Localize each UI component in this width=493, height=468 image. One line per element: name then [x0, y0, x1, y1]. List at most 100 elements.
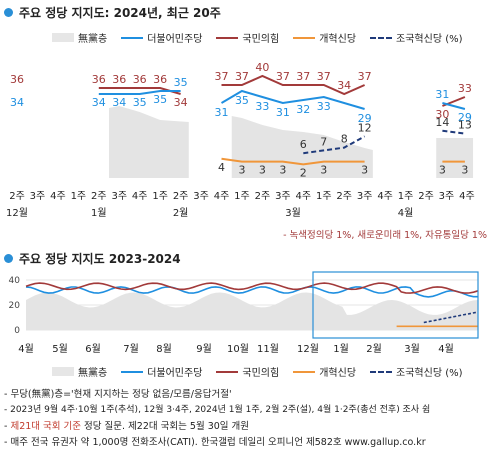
x-week-label: 4주 [459, 191, 475, 202]
y-tick-label: 20 [9, 301, 21, 311]
other-parties-note: - 녹색정의당 1%, 새로운미래 1%, 자유통일당 1% [283, 230, 487, 241]
reform-line [221, 157, 365, 166]
ppp-label: 40 [255, 61, 269, 74]
dem-label: 29 [458, 111, 472, 124]
reform-label: 3 [361, 164, 368, 177]
ppp-label: 33 [458, 82, 472, 95]
ppp-label: 37 [235, 70, 249, 83]
top-chart-title: 주요 정당 지지도: 2024년, 최근 20주 [4, 4, 221, 21]
y-tick-label: 40 [9, 276, 21, 286]
recent-period-box [312, 271, 479, 339]
legend-mudang-swatch [52, 367, 74, 376]
dem-label: 33 [255, 100, 269, 113]
ppp-label: 37 [358, 70, 372, 83]
legend-reform-swatch [293, 370, 316, 373]
legend-dem-swatch [121, 36, 144, 39]
dem-label: 29 [358, 112, 372, 125]
x-month-label: 3월 [404, 343, 420, 355]
x-week-label: 2주 [9, 191, 25, 202]
x-month-label: 2월 [173, 207, 189, 219]
ppp-label: 34 [337, 79, 351, 92]
footnote-highlight: 제21대 국회 기준 [10, 421, 82, 432]
x-week-label: 4주 [50, 191, 66, 202]
bottom-chart-title: 주요 정당 지지도 2023-2024 [4, 250, 181, 267]
reform-label: 3 [279, 164, 286, 177]
x-month-label: 9월 [196, 343, 212, 355]
y-tick-label: 0 [14, 326, 20, 336]
footnote-1: - 무당(無黨)층='현재 지지하는 정당 없음/모름/응답거절' [4, 389, 232, 400]
rebuild-line [303, 135, 366, 155]
legend-dem-swatch [121, 370, 144, 373]
legend-reform-swatch [293, 36, 316, 39]
ppp-line [221, 74, 366, 96]
x-week-label: 3주 [30, 191, 46, 202]
x-week-label: 3주 [439, 191, 455, 202]
dem-label: 34 [92, 96, 106, 109]
x-month-label: 5월 [52, 343, 68, 355]
ppp-label: 37 [317, 70, 331, 83]
ppp-label: 36 [112, 73, 126, 86]
rebuild-label: 7 [320, 135, 327, 148]
x-month-label: 10월 [227, 343, 249, 355]
dem-label: 34 [10, 96, 24, 109]
legend-rebuild-swatch [370, 370, 393, 373]
mudang-area-0 [109, 106, 189, 178]
x-week-label: 1주 [398, 191, 414, 202]
ppp-label: 37 [276, 70, 290, 83]
x-week-label: 2주 [173, 191, 189, 202]
ppp-label: 36 [153, 73, 167, 86]
footnote-2: - 2023년 9월 4주·10월 1주(추석), 12월 3·4주, 2024… [4, 405, 431, 415]
mudang-area [26, 292, 478, 330]
dem-label: 33 [317, 100, 331, 113]
ppp-label: 36 [10, 73, 24, 86]
x-month-label: 4월 [18, 343, 34, 355]
x-week-label: 4주 [377, 191, 393, 202]
x-week-label: 3주 [357, 191, 373, 202]
dem-label: 31 [276, 106, 290, 119]
x-week-label: 2주 [255, 191, 271, 202]
dem-label: 35 [153, 93, 167, 106]
reform-label: 3 [461, 164, 468, 177]
bottom-chart-title-text: 주요 정당 지지도 2023-2024 [19, 252, 181, 266]
rebuild-label: 12 [358, 121, 372, 134]
legend-dem: 더불어민주당 [121, 30, 202, 45]
x-week-label: 1주 [316, 191, 332, 202]
reform-label: 2 [300, 166, 307, 179]
x-month-label: 8월 [156, 343, 172, 355]
dem-label: 35 [174, 76, 188, 89]
rebuild-label: 8 [341, 133, 348, 146]
legend-rebuild: 조국혁신당 (%) [370, 30, 463, 45]
footnote-3: - 제21대 국회 기준 정당 질문. 제22대 국회는 5월 30일 개원 [4, 418, 249, 432]
rebuild-line [442, 129, 466, 135]
top-chart-title-text: 주요 정당 지지도: 2024년, 최근 20주 [19, 6, 221, 20]
legend-mudang-swatch [52, 33, 74, 42]
legend-mudang: 無黨층 [52, 364, 107, 379]
ppp-label: 37 [296, 70, 310, 83]
legend-ppp-swatch [216, 370, 239, 373]
legend-ppp-swatch [216, 36, 239, 39]
x-month-label: 2월 [366, 343, 382, 355]
bottom-legend: 無黨층 더불어민주당 국민의힘 개혁신당 조국혁신당 (%) [52, 364, 463, 379]
rebuild-label: 14 [435, 116, 449, 129]
reform-label: 3 [259, 164, 266, 177]
rebuild-label: 13 [458, 119, 472, 132]
x-week-label: 4주 [132, 191, 148, 202]
x-week-label: 3주 [193, 191, 209, 202]
ppp-label: 30 [435, 108, 449, 121]
bullet-icon [4, 254, 13, 263]
footnote-4: - 매주 전국 유권자 약 1,000명 전화조사(CATI). 한국갤럽 데일… [4, 437, 426, 448]
x-month-label: 4월 [398, 207, 414, 219]
x-week-label: 1주 [71, 191, 87, 202]
footnote-3-rendered: - 제21대 국회 기준 정당 질문. 제22대 국회는 5월 30일 개원 [4, 421, 250, 432]
x-week-label: 1주 [152, 191, 168, 202]
x-week-label: 4주 [296, 191, 312, 202]
legend-mudang: 無黨층 [52, 30, 107, 45]
reform-label: 3 [320, 164, 327, 177]
ppp-line [25, 282, 479, 294]
dem-label: 35 [235, 94, 249, 107]
bottom-chart: 0 20 40 4월 5월 6월 7월 8월 9월 10월 11월 12월 1월 2월 3월 4월 [9, 271, 479, 355]
reform-label: 4 [218, 161, 225, 174]
x-week-label: 3주 [275, 191, 291, 202]
reform-label: 3 [238, 164, 245, 177]
